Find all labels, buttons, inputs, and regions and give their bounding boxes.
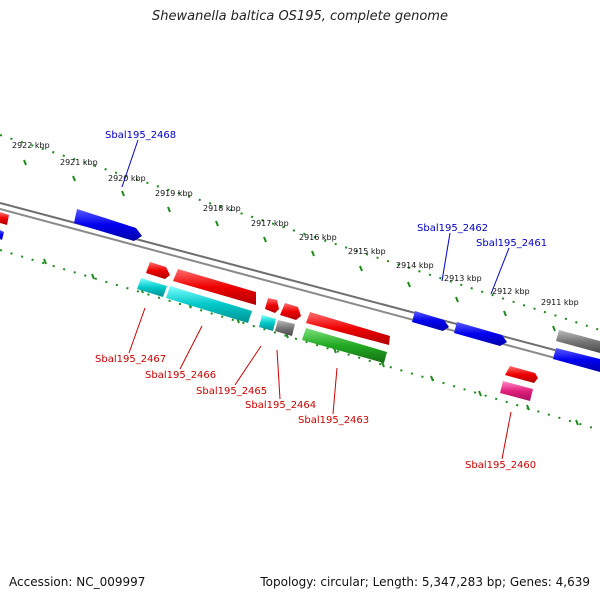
kbp-label: 2922 kbp — [12, 141, 50, 150]
kbp-label: 2917 kbp — [251, 219, 289, 228]
gene-label[interactable]: Sbal195_2467 — [95, 354, 166, 365]
gene-arrow[interactable] — [412, 311, 449, 331]
gene-arrow[interactable] — [265, 298, 279, 313]
gene-label[interactable]: Sbal195_2466 — [145, 370, 216, 381]
gene-arrow[interactable] — [505, 366, 538, 383]
reverse-genes — [137, 262, 538, 401]
forward-genes — [0, 209, 600, 372]
gene-arrow[interactable] — [0, 230, 4, 240]
gene-label[interactable]: Sbal195_2460 — [465, 460, 536, 471]
kbp-label: 2916 kbp — [299, 233, 337, 242]
kbp-label: 2920 kbp — [108, 174, 146, 183]
gene-arrow[interactable] — [454, 322, 507, 346]
outer-major-ticks — [23, 159, 556, 332]
kbp-label: 2912 kbp — [492, 287, 530, 296]
gene-arrow[interactable] — [280, 303, 301, 320]
gene-arrow[interactable] — [259, 315, 276, 331]
kbp-label: 2911 kbp — [541, 298, 579, 307]
topology-text: Topology: circular; Length: 5,347,283 bp… — [260, 575, 590, 589]
gene-label[interactable]: Sbal195_2461 — [476, 238, 547, 249]
map-title: Shewanella baltica OS195, complete genom… — [152, 9, 448, 24]
kbp-labels: 2922 kbp 2921 kbp 2920 kbp 2919 kbp 2918… — [12, 141, 579, 307]
gene-arrow[interactable] — [556, 330, 600, 353]
accession-text: Accession: NC_009997 — [9, 575, 146, 589]
gene-label[interactable]: Sbal195_2465 — [196, 386, 267, 397]
gene-arrow[interactable] — [137, 278, 167, 297]
gene-labels: Sbal195_2468 Sbal195_2462 Sbal195_2461 S… — [95, 130, 547, 471]
gene-arrow[interactable] — [173, 269, 256, 305]
gene-label[interactable]: Sbal195_2464 — [245, 400, 316, 411]
gene-arrow[interactable] — [553, 348, 600, 372]
gene-arrow[interactable] — [74, 209, 142, 241]
label-leaders — [121, 139, 512, 460]
gene-arrow[interactable] — [146, 262, 170, 279]
gene-arrow[interactable] — [306, 312, 390, 345]
gene-arrow[interactable] — [500, 381, 533, 401]
kbp-label: 2919 kbp — [155, 189, 193, 198]
gene-arrow[interactable] — [166, 286, 252, 323]
gene-arrow[interactable] — [275, 320, 295, 336]
gene-label[interactable]: Sbal195_2462 — [417, 223, 488, 234]
kbp-label: 2915 kbp — [348, 247, 386, 256]
gene-label[interactable]: Sbal195_2463 — [298, 415, 369, 426]
gene-arrow[interactable] — [302, 328, 387, 363]
kbp-label: 2918 kbp — [203, 204, 241, 213]
gene-label[interactable]: Sbal195_2468 — [105, 130, 176, 141]
gene-arrow[interactable] — [0, 212, 9, 225]
kbp-label: 2914 kbp — [396, 261, 434, 270]
kbp-label: 2913 kbp — [444, 274, 482, 283]
kbp-label: 2921 kbp — [60, 158, 98, 167]
